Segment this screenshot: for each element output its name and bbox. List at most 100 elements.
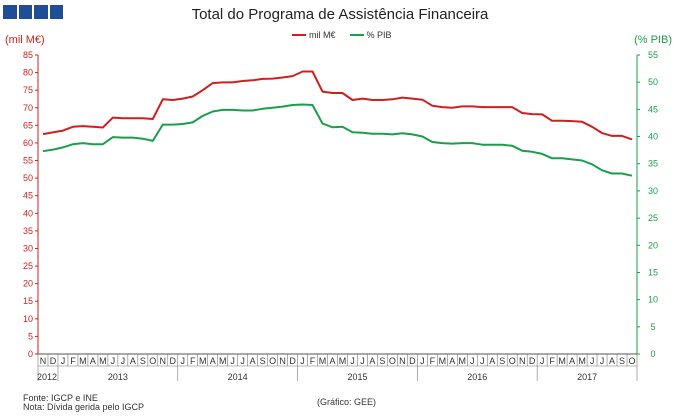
month-tick-label: J <box>590 356 595 366</box>
month-tick-label: J <box>300 356 305 366</box>
month-tick-label: D <box>289 356 296 366</box>
month-tick-label: J <box>230 356 235 366</box>
month-tick-label: M <box>219 356 227 366</box>
left-tick-label: 10 <box>23 314 33 324</box>
footer-note: Nota: Dívida gerida pelo IGCP <box>23 402 145 412</box>
year-tick-label: 2014 <box>228 372 248 382</box>
month-tick-label: F <box>549 356 555 366</box>
footer-source: Fonte: IGCP e INE <box>23 393 98 403</box>
right-tick-label: 25 <box>648 213 658 223</box>
month-tick-label: A <box>250 356 256 366</box>
month-tick-label: M <box>79 356 87 366</box>
month-tick-label: J <box>420 356 425 366</box>
left-tick-label: 15 <box>23 296 33 306</box>
right-tick-label: 15 <box>648 267 658 277</box>
legend-label-series2: % PIB <box>366 30 392 40</box>
month-tick-label: S <box>140 356 146 366</box>
month-tick-label: O <box>389 356 396 366</box>
month-tick-label: F <box>70 356 76 366</box>
left-tick-label: 75 <box>23 85 33 95</box>
left-tick-label: 80 <box>23 68 33 78</box>
legend-label-series1: mil M€ <box>309 30 336 40</box>
legend-item-series1: mil M€ <box>292 30 336 40</box>
right-axis-unit: (% PIB) <box>634 34 672 46</box>
right-tick-label: 20 <box>648 240 658 250</box>
left-tick-label: 25 <box>23 261 33 271</box>
month-tick-label: J <box>480 356 485 366</box>
right-tick-label: 5 <box>650 322 655 332</box>
month-tick-label: M <box>199 356 207 366</box>
month-tick-label: J <box>540 356 545 366</box>
right-tick-label: 10 <box>648 295 658 305</box>
year-tick-label: 2017 <box>577 372 597 382</box>
month-tick-label: O <box>149 356 156 366</box>
month-tick-label: M <box>459 356 467 366</box>
series-line-mil-meur <box>42 70 633 141</box>
month-tick-label: A <box>330 356 336 366</box>
chart-legend: mil M€ % PIB <box>292 30 406 40</box>
month-tick-label: D <box>50 356 57 366</box>
right-tick-label: 0 <box>650 349 655 359</box>
right-tick-label: 35 <box>648 159 658 169</box>
month-tick-label: A <box>609 356 615 366</box>
month-tick-label: A <box>489 356 495 366</box>
month-tick-label: N <box>279 356 286 366</box>
legend-swatch-series2 <box>349 34 364 36</box>
month-tick-label: J <box>61 356 66 366</box>
month-tick-label: M <box>99 356 107 366</box>
month-tick-label: D <box>409 356 416 366</box>
month-tick-label: F <box>430 356 436 366</box>
month-tick-label: M <box>339 356 347 366</box>
left-tick-label: 45 <box>23 191 33 201</box>
left-tick-label: 30 <box>23 243 33 253</box>
month-tick-label: S <box>379 356 385 366</box>
month-tick-label: D <box>170 356 177 366</box>
left-tick-label: 5 <box>28 331 33 341</box>
month-tick-label: M <box>578 356 586 366</box>
month-tick-label: N <box>399 356 406 366</box>
month-tick-label: A <box>210 356 216 366</box>
chart-title: Total do Programa de Assistência Finance… <box>191 6 489 23</box>
year-tick-label: 2013 <box>108 372 128 382</box>
left-tick-label: 60 <box>23 138 33 148</box>
month-tick-label: J <box>240 356 245 366</box>
month-tick-label: J <box>350 356 355 366</box>
month-tick-label: J <box>111 356 116 366</box>
month-tick-label: N <box>40 356 47 366</box>
right-tick-label: 45 <box>648 104 658 114</box>
left-axis-unit: (mil M€) <box>5 34 45 46</box>
left-tick-label: 0 <box>28 349 33 359</box>
legend-swatch-series1 <box>292 34 306 36</box>
month-tick-label: M <box>319 356 327 366</box>
year-tick-label: 2016 <box>467 372 487 382</box>
month-tick-label: A <box>369 356 375 366</box>
month-tick-label: F <box>310 356 316 366</box>
right-tick-label: 30 <box>648 186 658 196</box>
month-tick-label: A <box>569 356 575 366</box>
month-tick-label: M <box>558 356 566 366</box>
year-tick-label: 2015 <box>347 372 367 382</box>
month-tick-label: D <box>529 356 536 366</box>
footer-credit: (Gráfico: GEE) <box>317 397 377 407</box>
left-tick-label: 65 <box>23 120 33 130</box>
right-tick-label: 40 <box>648 132 658 142</box>
month-tick-label: S <box>260 356 266 366</box>
gee-logo <box>3 5 63 19</box>
month-tick-label: N <box>519 356 526 366</box>
right-tick-label: 55 <box>648 50 658 60</box>
month-tick-label: N <box>160 356 167 366</box>
legend-item-series2: % PIB <box>349 30 392 40</box>
month-tick-label: J <box>360 356 365 366</box>
left-tick-label: 40 <box>23 208 33 218</box>
left-tick-label: 70 <box>23 103 33 113</box>
month-tick-label: J <box>470 356 475 366</box>
left-tick-label: 20 <box>23 279 33 289</box>
left-tick-label: 35 <box>23 226 33 236</box>
month-tick-label: M <box>439 356 447 366</box>
right-tick-label: 50 <box>648 77 658 87</box>
month-tick-label: J <box>600 356 605 366</box>
month-tick-label: F <box>190 356 196 366</box>
month-tick-label: S <box>619 356 625 366</box>
left-tick-label: 85 <box>23 50 33 60</box>
